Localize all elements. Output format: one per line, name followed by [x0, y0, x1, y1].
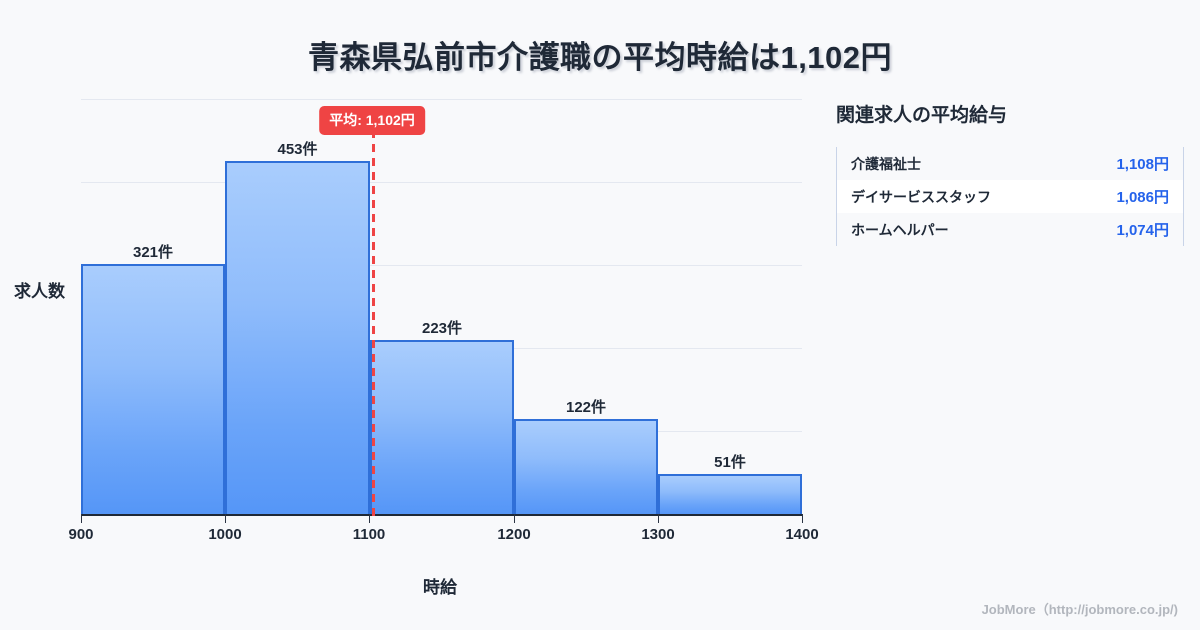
table-row[interactable]: ホームヘルパー 1,074円: [837, 213, 1183, 246]
related-salary-panel: 関連求人の平均給与 介護福祉士 1,108円 デイサービススタッフ 1,086円…: [836, 100, 1184, 246]
bar-1300-1400[interactable]: [658, 474, 802, 514]
x-tick: [514, 514, 515, 523]
x-tick-label-1400: 1400: [785, 526, 819, 543]
related-salary-title: 関連求人の平均給与: [836, 105, 1008, 126]
x-tick-label-1000: 1000: [208, 526, 242, 543]
average-badge: 平均: 1,102円: [319, 106, 425, 135]
table-row[interactable]: 介護福祉士 1,108円: [837, 147, 1183, 180]
x-axis-line: [81, 514, 802, 516]
bar-900-1000[interactable]: [81, 264, 225, 514]
bar-value-label-0: 321件: [132, 244, 174, 261]
bar-1000-1100[interactable]: [225, 161, 370, 514]
table-row-value: 1,086円: [1116, 189, 1169, 206]
table-row-name: デイサービススタッフ: [851, 188, 991, 205]
table-row[interactable]: デイサービススタッフ 1,086円: [837, 180, 1183, 213]
bar-1200-1300[interactable]: [514, 419, 658, 514]
bar-value-label-3: 122件: [565, 399, 607, 416]
x-axis-title: 時給: [423, 578, 457, 597]
gridline: [81, 265, 802, 266]
x-tick-label-1100: 1100: [352, 526, 386, 543]
bar-value-label-4: 51件: [714, 454, 746, 471]
table-row-name: 介護福祉士: [851, 155, 921, 172]
average-line: [372, 130, 375, 516]
table-row-value: 1,074円: [1116, 222, 1169, 239]
x-tick: [658, 514, 659, 523]
gridline: [81, 99, 802, 100]
x-tick-label-1200: 1200: [497, 526, 531, 543]
bar-1100-1200[interactable]: [370, 340, 514, 514]
related-salary-table: 介護福祉士 1,108円 デイサービススタッフ 1,086円 ホームヘルパー 1…: [836, 147, 1184, 246]
x-tick: [369, 514, 370, 523]
gridline: [81, 182, 802, 183]
bar-value-label-1: 453件: [277, 141, 318, 158]
x-tick: [802, 514, 803, 523]
table-row-value: 1,108円: [1116, 156, 1169, 173]
x-tick-label-900: 900: [68, 526, 94, 543]
x-tick: [81, 514, 82, 523]
y-axis-title: 求人数: [14, 282, 65, 301]
plot-area: [81, 95, 802, 515]
x-tick: [225, 514, 226, 523]
histogram-chart: 321件 453件 223件 122件 51件 900 1000 1100 12…: [14, 95, 819, 597]
table-row-name: ホームヘルパー: [851, 221, 949, 238]
x-tick-label-1300: 1300: [641, 526, 675, 543]
watermark-footer: JobMore（http://jobmore.co.jp/): [981, 602, 1178, 617]
page-title: 青森県弘前市介護職の平均時給は1,102円: [307, 40, 893, 75]
bar-value-label-2: 223件: [421, 320, 463, 337]
